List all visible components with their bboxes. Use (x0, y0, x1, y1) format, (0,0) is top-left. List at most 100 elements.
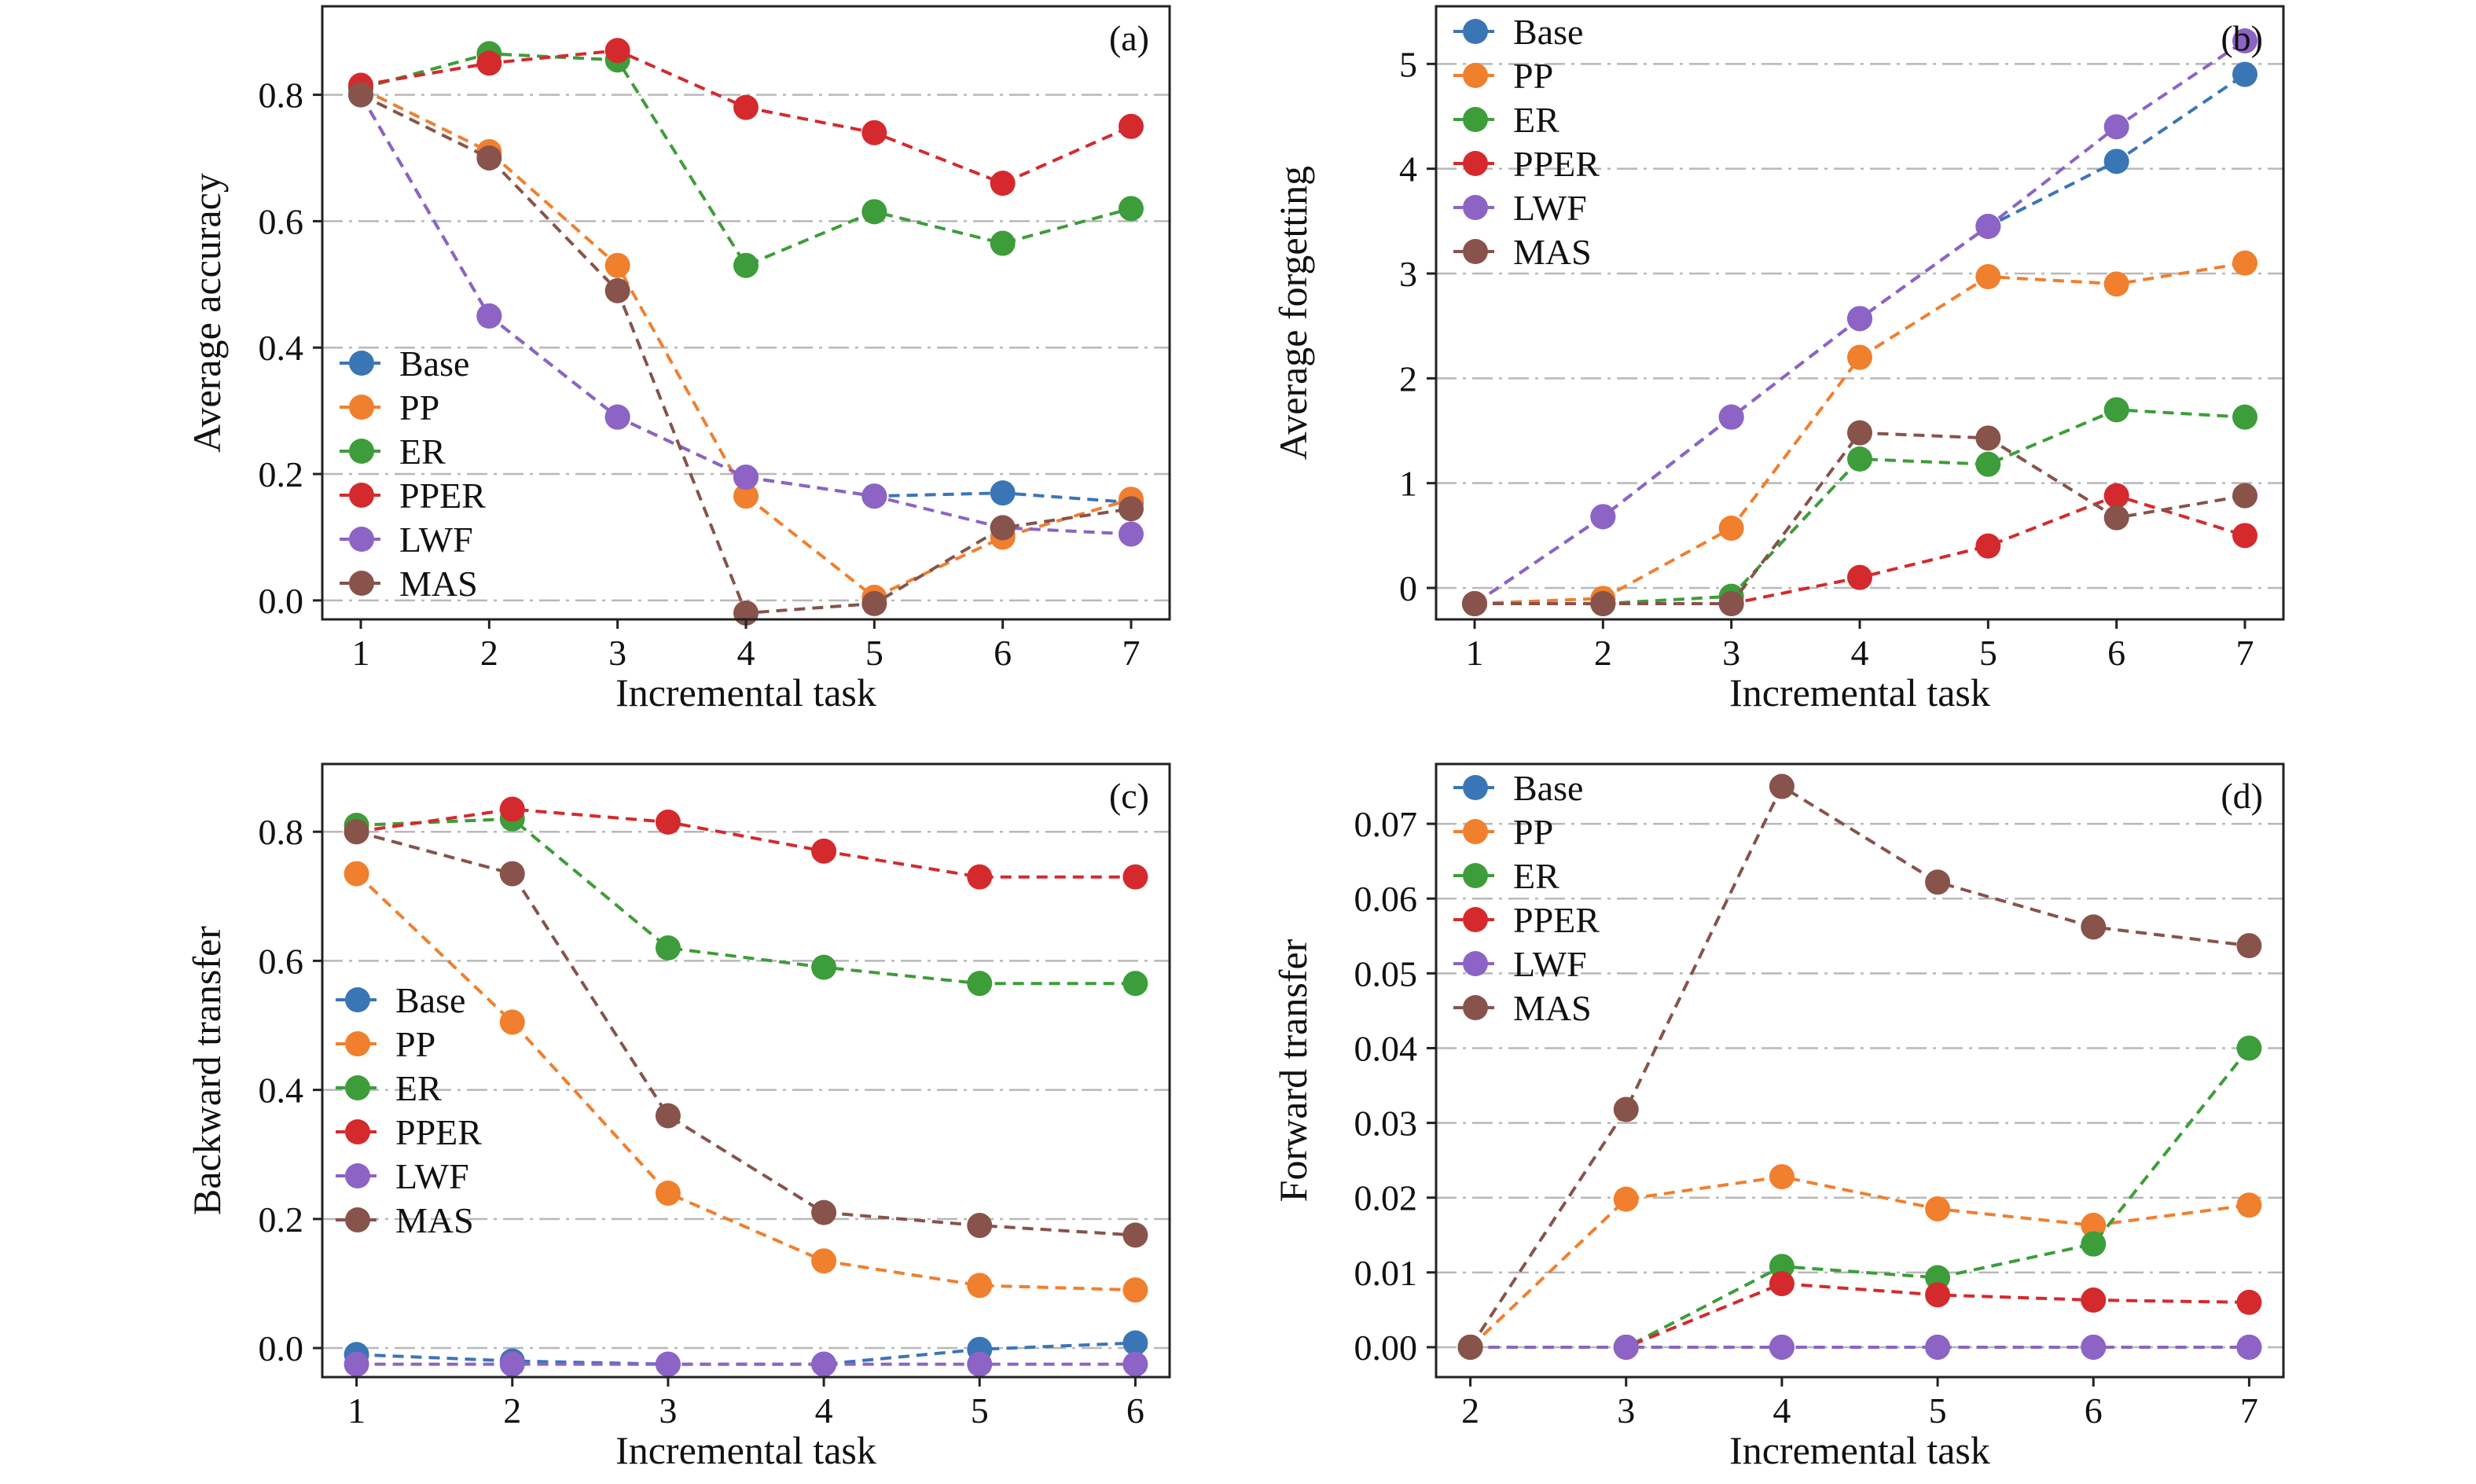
point-lwf (733, 465, 759, 490)
point-er (861, 199, 887, 225)
x-tick-label: 3 (1617, 1390, 1635, 1431)
panel-c: 1 2 3 4 5 6 0.0 0.2 0.4 0.6 0.8 Incremental task Bac… (185, 762, 1171, 1472)
point-mas (604, 277, 630, 303)
y-tick-label: 0 (1399, 568, 1417, 608)
point-pp (1613, 1186, 1639, 1212)
point-er (1122, 971, 1148, 997)
y-axis-label: Average accuracy (185, 173, 229, 453)
x-tick-label: 5 (1929, 1390, 1947, 1431)
point-pp (967, 1273, 993, 1298)
point-er (733, 252, 759, 278)
point-pper (2236, 1289, 2262, 1315)
point-base (2232, 61, 2257, 87)
legend-label-mas: MAS (1513, 988, 1592, 1028)
panel-label: (d) (2221, 776, 2263, 816)
legend-marker-base (1463, 775, 1488, 800)
y-tick-label: 0.0 (259, 1328, 304, 1368)
legend-marker-pp (1463, 819, 1488, 844)
y-tick-label: 0.04 (1354, 1028, 1418, 1068)
x-tick-label: 7 (2240, 1390, 2258, 1431)
point-pp (604, 252, 630, 278)
legend-marker-er (1463, 863, 1488, 888)
y-tick-label: 0.03 (1354, 1104, 1418, 1144)
point-mas (1119, 496, 1144, 522)
x-tick-label: 5 (971, 1390, 989, 1431)
x-tick-label: 2 (480, 633, 498, 673)
point-pper (1975, 533, 2001, 559)
legend-marker-lwf (1463, 951, 1488, 976)
y-tick-label: 0.06 (1354, 879, 1418, 919)
point-pp (811, 1248, 837, 1274)
x-tick-label: 1 (347, 1390, 366, 1431)
point-er (811, 954, 837, 980)
y-tick-label: 0.02 (1354, 1178, 1418, 1218)
series-line-pp (355, 872, 1136, 1292)
plot-frame (1435, 762, 2285, 1379)
legend-marker-base (349, 351, 374, 376)
point-pp (1975, 264, 2001, 289)
legend-label-pper: PPER (399, 476, 486, 516)
point-lwf (476, 303, 502, 329)
legend-marker-lwf (349, 527, 374, 552)
y-tick-label: 0.00 (1354, 1328, 1418, 1368)
point-mas (861, 590, 887, 616)
legend-label-pper: PPER (1513, 144, 1600, 184)
x-tick-label: 3 (659, 1390, 677, 1431)
point-pp (2232, 250, 2257, 276)
point-pper (811, 838, 837, 864)
series-line-pp (1469, 1175, 2250, 1349)
point-er (1847, 446, 1872, 472)
point-base (2103, 149, 2129, 174)
legend-label-base: Base (1513, 768, 1583, 808)
x-tick-label: 6 (2107, 633, 2125, 673)
y-tick-label: 0.8 (259, 75, 304, 116)
y-tick-label: 2 (1399, 358, 1417, 399)
point-mas (1613, 1096, 1639, 1122)
point-mas (1769, 773, 1795, 799)
legend-label-lwf: LWF (399, 520, 473, 560)
legend-label-base: Base (1513, 12, 1583, 52)
point-mas (2236, 933, 2262, 959)
x-axis-label: Incremental task (615, 670, 876, 714)
point-pper (2081, 1287, 2107, 1313)
series-line-mas (356, 830, 1136, 1237)
legend-marker-er (345, 1075, 370, 1100)
point-er (2103, 397, 2129, 423)
y-axis-label: Average forgetting (1271, 166, 1315, 460)
point-pper (476, 50, 502, 76)
point-pper (1119, 113, 1144, 139)
point-mas (1925, 869, 1951, 895)
y-tick-label: 0.01 (1354, 1253, 1418, 1293)
point-lwf (1769, 1334, 1795, 1360)
point-pp (1847, 344, 1872, 370)
point-lwf (1718, 404, 1744, 430)
x-tick-label: 6 (2085, 1390, 2103, 1431)
point-pp (655, 1181, 681, 1206)
point-mas (655, 1103, 681, 1129)
legend-marker-mas (1463, 995, 1488, 1020)
point-pp (2081, 1212, 2107, 1238)
panel-d: 2 3 4 5 6 7 0.00 0.01 0.02 0.03 0.04 0.05 0.06 0.07 In… (1271, 762, 2285, 1472)
legend-label-lwf: LWF (1513, 944, 1587, 984)
point-pper (861, 119, 887, 145)
y-tick-label: 0.2 (259, 454, 304, 494)
y-tick-label: 0.07 (1354, 804, 1418, 844)
point-base (990, 480, 1016, 506)
y-axis-label: Forward transfer (1271, 939, 1315, 1202)
panel-a: 1 2 3 4 5 6 7 0.0 0.2 0.4 0.6 0.8 Incremental task Av… (185, 5, 1171, 714)
legend-marker-mas (349, 571, 374, 596)
series-line-pper (1470, 1282, 2250, 1349)
legend-marker-er (349, 439, 374, 464)
x-tick-label: 3 (608, 633, 626, 673)
point-pper (733, 94, 759, 120)
point-mas (811, 1199, 837, 1225)
point-pp (733, 483, 759, 509)
point-mas (348, 82, 373, 108)
point-mas (1457, 1334, 1483, 1360)
x-axis-label: Incremental task (615, 1428, 876, 1472)
